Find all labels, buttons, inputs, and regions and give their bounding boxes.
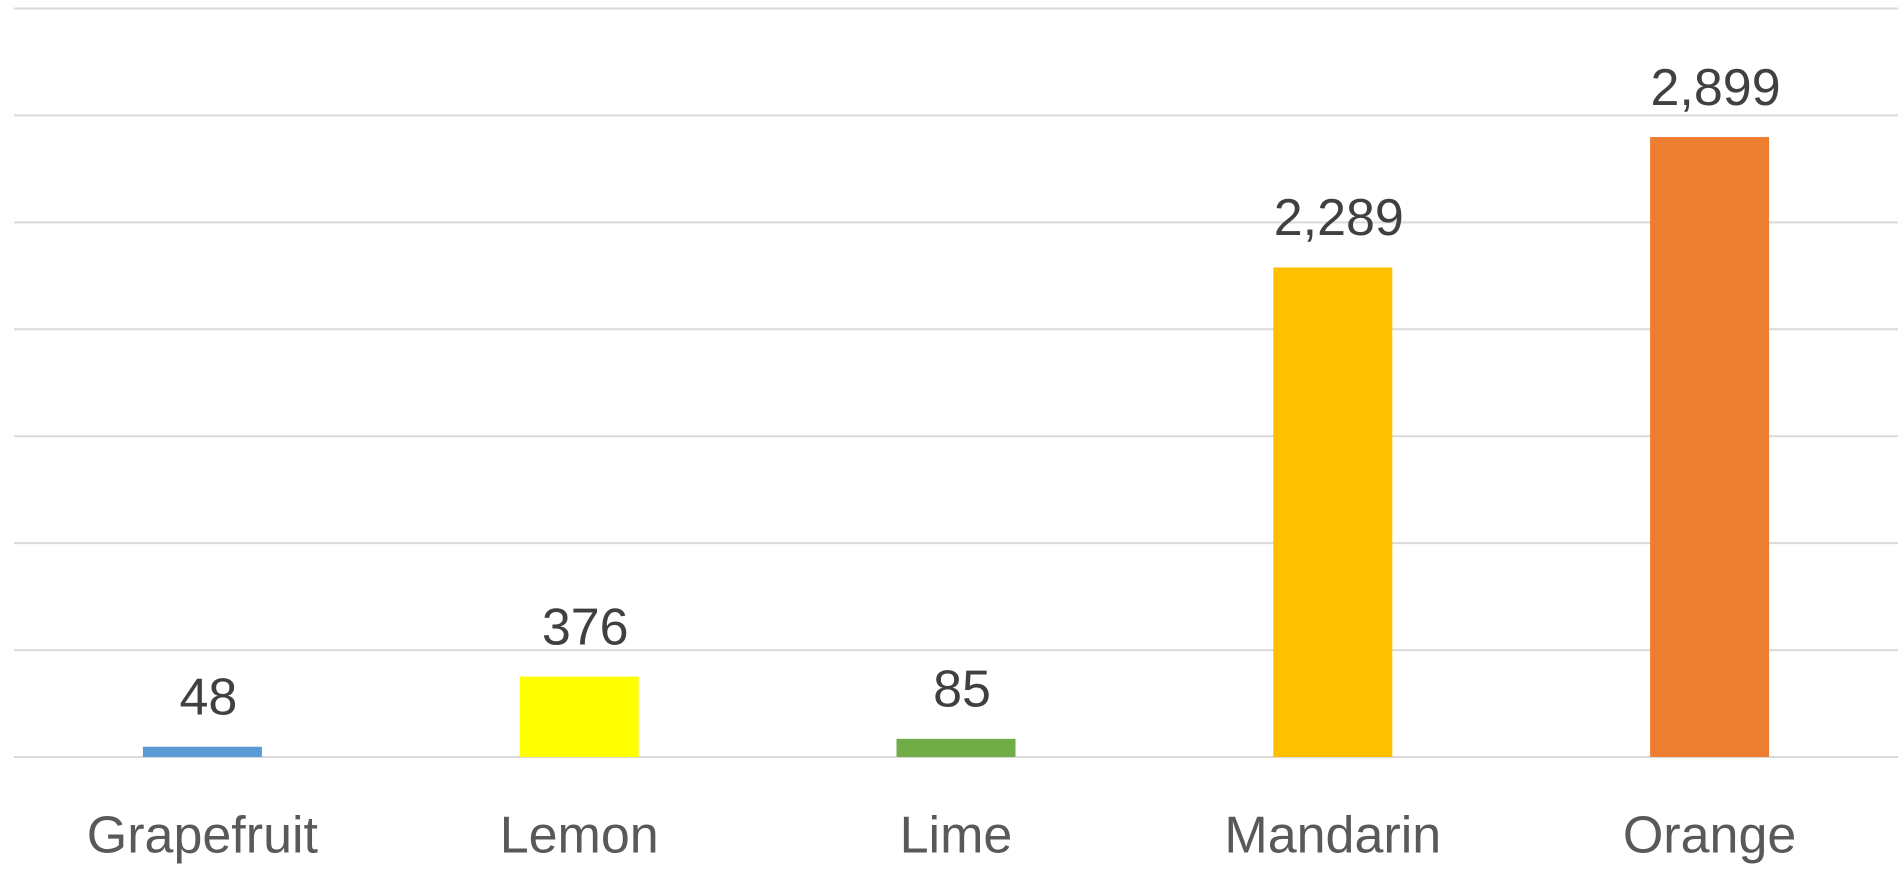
x-tick-label: Orange [1623,807,1796,865]
x-tick-label: Grapefruit [87,807,319,865]
data-label: 48 [179,668,237,726]
data-label: 2,289 [1274,189,1404,247]
x-tick-label: Mandarin [1224,807,1441,865]
bar [1273,267,1393,757]
x-tick-label: Lemon [500,807,659,865]
bar [1650,137,1770,757]
x-tick-label: Lime [900,807,1013,865]
data-label: 85 [933,661,991,719]
bar [519,676,639,757]
bar [142,746,262,757]
data-label: 2,899 [1651,59,1781,117]
bar [896,738,1016,757]
data-label: 376 [542,598,629,656]
